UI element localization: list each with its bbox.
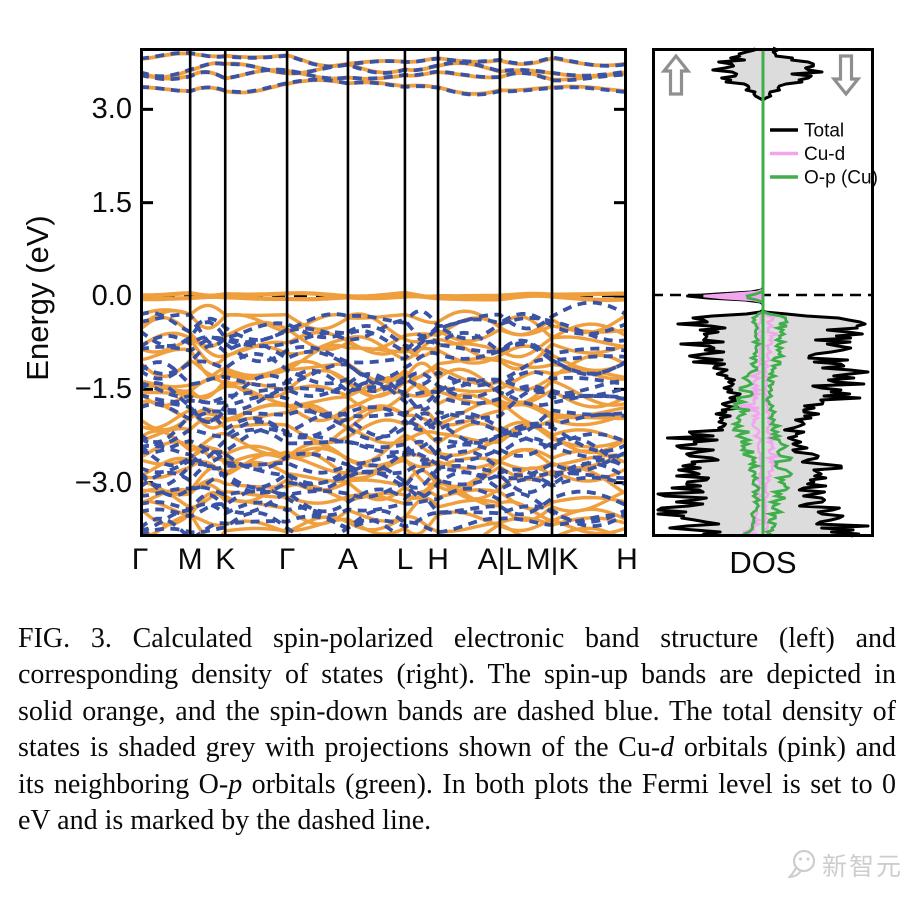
spin-down-arrow-icon — [830, 54, 862, 97]
band-panel-frame — [140, 48, 627, 537]
k-point-label: Γ — [278, 543, 296, 576]
spin-up-arrow-icon — [660, 53, 692, 96]
k-point-label: K — [215, 543, 236, 576]
k-point-label: L — [396, 543, 414, 576]
k-point-label: A|L — [477, 543, 523, 576]
y-tick-label: −1.5 — [74, 373, 132, 406]
dos-panel-frame — [652, 48, 874, 537]
caption-text: orbitals (green). In both plots the Ferm… — [18, 768, 897, 837]
dos-axis-label: DOS — [729, 545, 797, 580]
k-point-label: H — [427, 543, 449, 576]
k-point-label: M — [177, 543, 203, 576]
y-tick-label: 3.0 — [91, 93, 132, 126]
o-p-dos-curve — [729, 286, 794, 538]
y-tick-label: 0.0 — [91, 280, 132, 312]
y-tick-label: −3.0 — [74, 466, 132, 499]
band-structure-plot — [140, 48, 627, 537]
legend-label: Cu-d — [804, 144, 845, 165]
legend-label: Total — [804, 121, 844, 142]
cu-d-dos-curve — [703, 284, 781, 538]
caption-text: FIG. 3. Calculated spin-polarized electr… — [18, 623, 896, 764]
k-point-label: A — [337, 543, 358, 576]
k-segment-boundary-lines — [188, 49, 554, 536]
k-point-label: Γ — [131, 543, 149, 576]
spin-down-conduction-bands — [140, 51, 627, 97]
watermark-logo-icon — [788, 849, 816, 879]
k-point-label: H — [616, 543, 638, 576]
watermark-text: 新智元 — [822, 852, 904, 881]
spin-up-fermi-flat-bands — [140, 290, 627, 303]
watermark: 新智元 — [788, 842, 912, 888]
caption-text: p — [228, 768, 243, 800]
figure-caption: FIG. 3. Calculated spin-polarized electr… — [18, 621, 896, 839]
bands-group — [140, 51, 627, 537]
caption-text: orbitals (pink) and its neighboring O- — [18, 732, 896, 800]
k-point-label: M|K — [525, 543, 579, 576]
y-tick-label: 1.5 — [91, 186, 132, 219]
spin-down-valence-bands — [140, 300, 627, 537]
caption-text: d — [660, 732, 675, 764]
legend-label: O-p (Cu) — [804, 168, 878, 189]
